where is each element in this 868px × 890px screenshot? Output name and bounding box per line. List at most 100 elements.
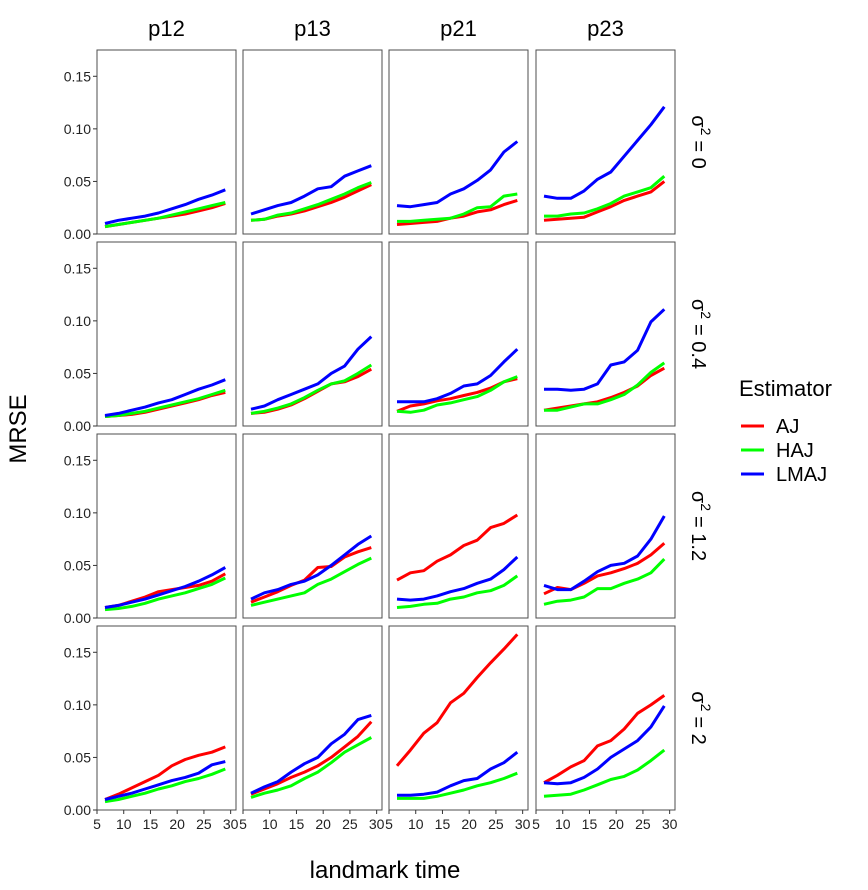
series-line-aj bbox=[543, 694, 666, 785]
series-line-haj bbox=[104, 576, 226, 612]
row-strip-value: = 0 bbox=[687, 140, 709, 168]
row-strip-3: σ2 = 2 bbox=[687, 691, 714, 745]
panel-p12-row-2 bbox=[96, 433, 237, 619]
panel-p13-row-0 bbox=[242, 49, 383, 235]
x-tick-label: 15 bbox=[289, 816, 305, 832]
series-line-haj bbox=[250, 363, 373, 415]
x-tick-label: 15 bbox=[582, 816, 598, 832]
series-line-aj bbox=[250, 546, 372, 604]
y-tick-label: 0.10 bbox=[64, 505, 91, 521]
panel-p21-row-2 bbox=[388, 433, 529, 619]
series-line-haj bbox=[104, 767, 226, 804]
panel-p23-row-1 bbox=[535, 241, 676, 427]
panel-border bbox=[388, 433, 529, 619]
x-tick-label: 25 bbox=[635, 816, 651, 832]
series-line-aj bbox=[396, 513, 519, 582]
series-line-lmaj bbox=[104, 566, 227, 609]
panel-p13-row-2 bbox=[242, 433, 383, 619]
series-line-haj bbox=[250, 556, 372, 607]
row-strip-sigma: σ bbox=[687, 115, 709, 128]
row-strip-value: = 2 bbox=[687, 716, 709, 744]
series-line-lmaj bbox=[250, 534, 373, 601]
series-line-haj bbox=[397, 192, 518, 223]
panel-p23-row-3 bbox=[535, 625, 676, 811]
panels bbox=[96, 49, 676, 811]
panel-p23-row-2 bbox=[535, 433, 676, 619]
x-tick-label: 25 bbox=[196, 816, 212, 832]
x-tick-label: 20 bbox=[169, 816, 185, 832]
x-tick-label: 30 bbox=[369, 816, 385, 832]
y-tick-label: 0.05 bbox=[64, 749, 91, 765]
series-line-aj bbox=[395, 633, 519, 767]
panel-p12-row-3 bbox=[96, 625, 237, 811]
series-line-lmaj bbox=[250, 164, 372, 216]
series-line-lmaj bbox=[104, 378, 226, 417]
series-line-lmaj bbox=[397, 348, 519, 404]
y-tick-label: 0.00 bbox=[64, 802, 91, 818]
series-line-lmaj bbox=[543, 705, 666, 786]
series-line-aj bbox=[104, 745, 226, 801]
x-tick-label: 25 bbox=[488, 816, 504, 832]
x-tick-label: 10 bbox=[408, 816, 424, 832]
x-tick-label: 30 bbox=[515, 816, 531, 832]
x-tick-label: 20 bbox=[608, 816, 624, 832]
series-line-lmaj bbox=[104, 188, 226, 225]
y-axis-title: MRSE bbox=[5, 394, 32, 463]
series-line-haj bbox=[396, 375, 518, 414]
series-line-lmaj bbox=[396, 555, 519, 602]
panel-p21-row-0 bbox=[388, 49, 529, 235]
panel-border bbox=[96, 49, 237, 235]
y-tick-label: 0.10 bbox=[64, 697, 91, 713]
row-strip-sigma: σ bbox=[687, 491, 709, 504]
panel-p21-row-1 bbox=[388, 241, 529, 427]
y-tick-label: 0.05 bbox=[64, 173, 91, 189]
series-line-lmaj bbox=[543, 515, 666, 592]
x-tick-label: 25 bbox=[342, 816, 358, 832]
panel-p21-row-3 bbox=[388, 625, 529, 811]
row-strips: σ2= 0σ2= 0.4σ2= 1.2σ2= 2 bbox=[687, 115, 714, 745]
y-tick-label: 0.05 bbox=[64, 365, 91, 381]
column-strip-p21: p21 bbox=[440, 16, 477, 41]
panel-border bbox=[535, 49, 676, 235]
series-line-haj bbox=[250, 736, 373, 799]
x-tick-label: 5 bbox=[239, 816, 247, 832]
y-tick-label: 0.00 bbox=[64, 226, 91, 242]
column-strip-p13: p13 bbox=[294, 16, 331, 41]
series-line-haj bbox=[104, 201, 226, 229]
x-tick-label: 5 bbox=[385, 816, 393, 832]
series-line-aj bbox=[250, 720, 373, 796]
panel-border bbox=[535, 625, 676, 811]
panel-border bbox=[242, 241, 383, 427]
series-line-haj bbox=[543, 558, 666, 606]
x-axis-title: landmark time bbox=[310, 857, 461, 884]
legend-label-haj: HAJ bbox=[776, 440, 814, 462]
panel-p13-row-1 bbox=[242, 241, 383, 427]
series-line-lmaj bbox=[397, 751, 519, 797]
y-tick-label: 0.00 bbox=[64, 418, 91, 434]
panel-border bbox=[242, 433, 383, 619]
series-line-haj bbox=[250, 181, 372, 222]
series-line-haj bbox=[544, 175, 666, 218]
x-tick-label: 30 bbox=[223, 816, 239, 832]
y-tick-label: 0.10 bbox=[64, 313, 91, 329]
row-strip-2: σ2 = 1.2 bbox=[687, 491, 714, 561]
panel-p13-row-3 bbox=[242, 625, 383, 811]
x-tick-label: 5 bbox=[532, 816, 540, 832]
panel-border bbox=[388, 241, 529, 427]
x-tick-label: 10 bbox=[262, 816, 278, 832]
row-strip-value: = 0.4 bbox=[687, 324, 709, 369]
column-strip-p23: p23 bbox=[587, 16, 624, 41]
panel-p12-row-1 bbox=[96, 241, 237, 427]
row-strip-sigma: σ bbox=[687, 691, 709, 704]
series-line-haj bbox=[396, 574, 519, 609]
row-strip-superscript: 2 bbox=[698, 503, 714, 511]
series-line-lmaj bbox=[250, 335, 373, 411]
row-strip-superscript: 2 bbox=[698, 311, 714, 319]
y-tick-label: 0.10 bbox=[64, 121, 91, 137]
row-strip-0: σ2 = 0 bbox=[687, 115, 714, 169]
series-line-lmaj bbox=[396, 140, 519, 209]
x-tick-label: 15 bbox=[143, 816, 159, 832]
x-tick-label: 30 bbox=[662, 816, 678, 832]
panel-border bbox=[96, 433, 237, 619]
